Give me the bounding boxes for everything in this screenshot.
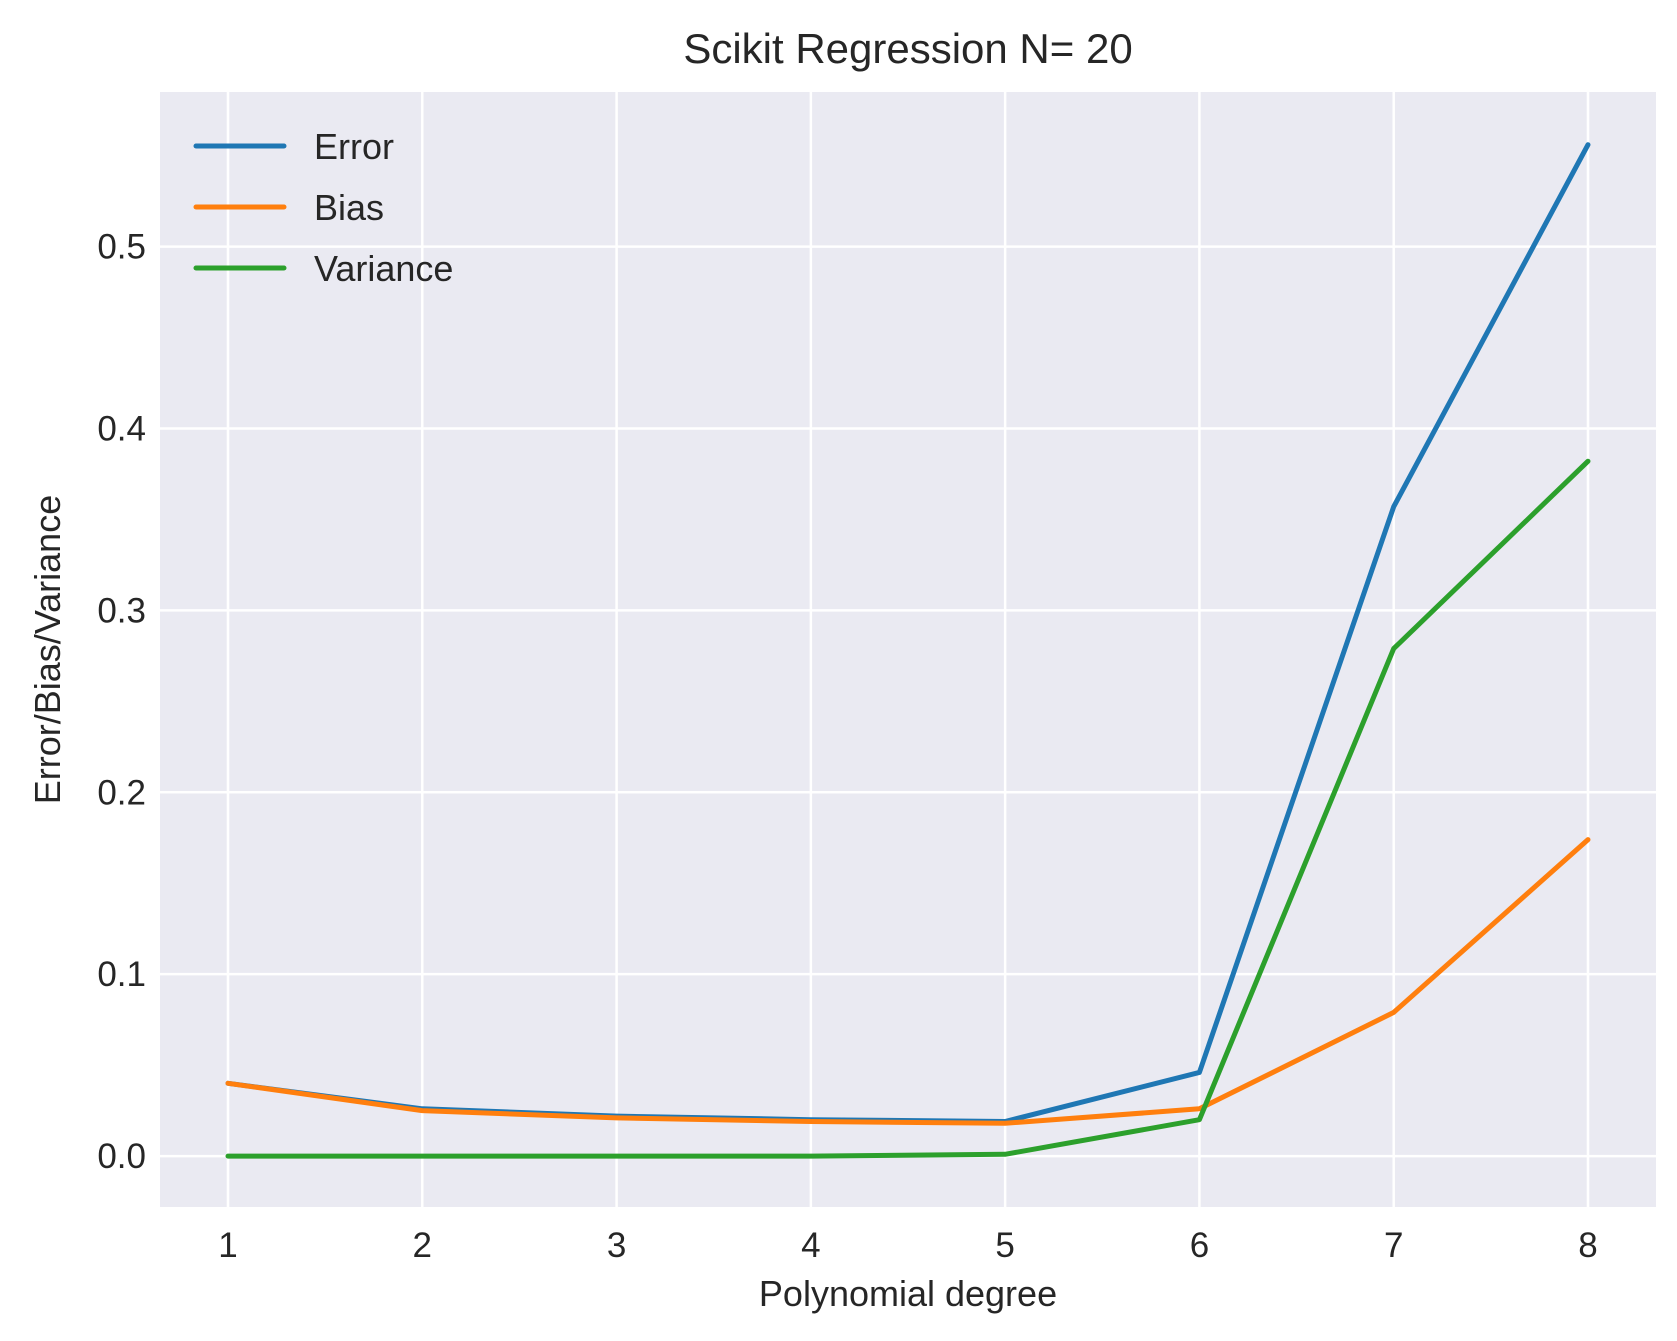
x-axis-ticks: 1 2 3 4 5 6 7 8: [218, 1226, 1597, 1265]
y-tick-label: 0.4: [97, 410, 146, 449]
plot-background: [160, 92, 1656, 1207]
chart-title: Scikit Regression N= 20: [683, 25, 1132, 72]
series-line-variance: [225, 458, 1591, 1159]
x-axis-label: Polynomial degree: [759, 1273, 1057, 1314]
x-tick-label: 1: [218, 1226, 237, 1265]
x-tick-label: 5: [995, 1226, 1014, 1265]
series-lines: [225, 142, 1591, 1159]
x-tick-label: 3: [607, 1226, 626, 1265]
x-tick-label: 6: [1190, 1226, 1209, 1265]
y-tick-label: 0.5: [97, 228, 146, 267]
legend: Error Bias Variance: [193, 126, 453, 289]
y-axis-label: Error/Bias/Variance: [27, 495, 68, 804]
y-axis-ticks: 0.0 0.1 0.2 0.3 0.4 0.5: [97, 228, 146, 1176]
x-tick-label: 8: [1578, 1226, 1597, 1265]
y-tick-label: 0.0: [97, 1137, 146, 1176]
legend-label-variance: Variance: [314, 248, 453, 289]
legend-label-bias: Bias: [314, 187, 384, 228]
x-tick-label: 7: [1384, 1226, 1403, 1265]
y-tick-label: 0.1: [97, 955, 146, 994]
legend-label-error: Error: [314, 126, 394, 167]
x-tick-label: 2: [413, 1226, 432, 1265]
y-tick-label: 0.2: [97, 773, 146, 812]
x-tick-label: 4: [801, 1226, 820, 1265]
series-line-bias: [225, 837, 1591, 1126]
y-tick-label: 0.3: [97, 591, 146, 630]
